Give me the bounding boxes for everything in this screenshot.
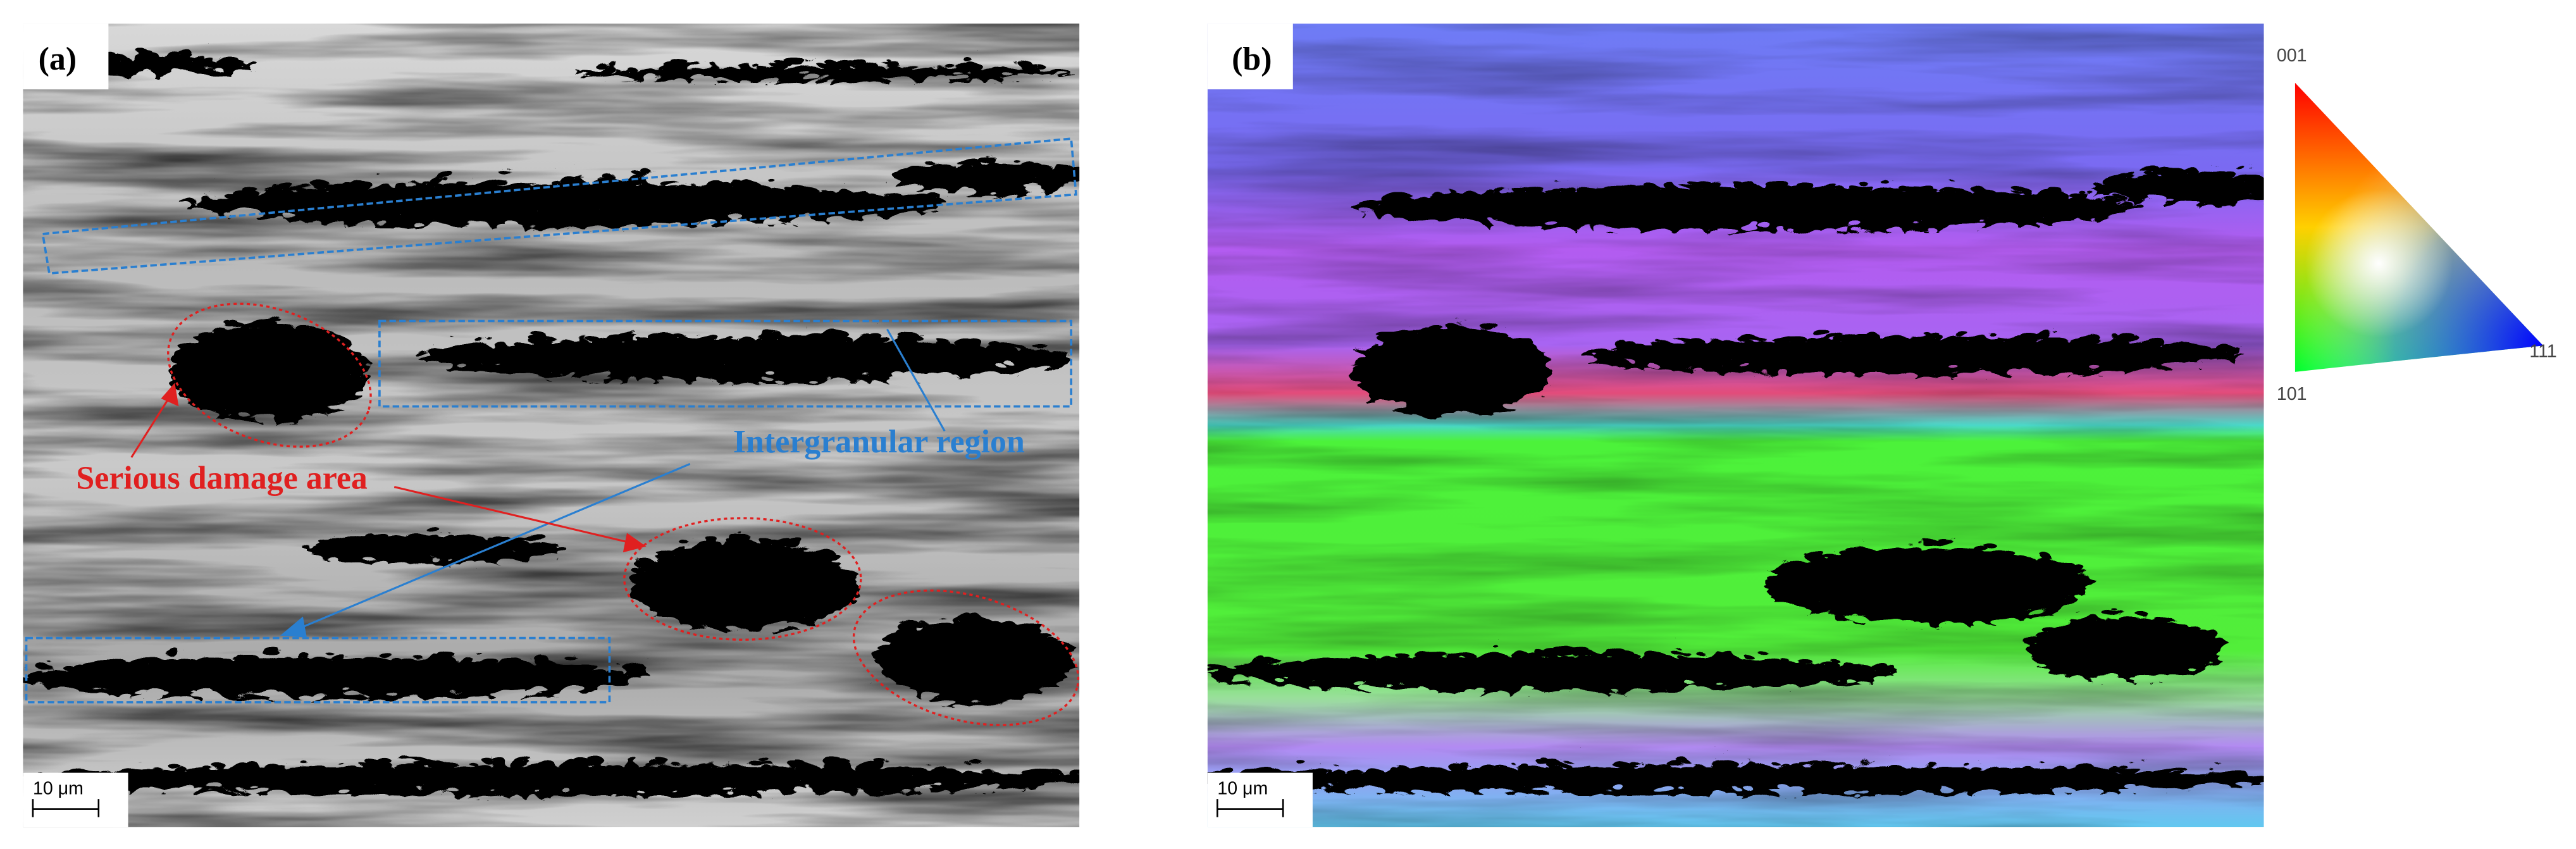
- panel-b-image: [1207, 23, 2264, 827]
- panel-label: (b): [1232, 41, 1272, 77]
- arrow-line: [295, 462, 691, 631]
- scale-bar-label: 10 μm: [1217, 778, 1268, 798]
- dark-band: [1757, 539, 2087, 619]
- dark-band: [574, 58, 1068, 75]
- arrow-line: [886, 328, 946, 432]
- dashed-box: [41, 137, 1077, 275]
- ipf-triangle-white: [2294, 82, 2544, 372]
- micrograph-texture: [23, 23, 1080, 827]
- damage-bands: [23, 49, 1080, 790]
- dark-band: [23, 649, 641, 693]
- dark-band: [2021, 608, 2218, 674]
- ipf-legend: 001 101 111: [2277, 46, 2557, 404]
- dark-band: [870, 612, 1068, 698]
- dark-band: [23, 756, 1080, 790]
- label-box: [1207, 23, 1293, 90]
- blue-arrows: [280, 328, 946, 638]
- dark-band: [887, 155, 1080, 189]
- dark-band: [1207, 646, 1890, 686]
- dark-band: [180, 175, 937, 221]
- arrow-line: [393, 486, 631, 544]
- dark-band: [624, 533, 855, 625]
- dark-band: [1577, 329, 2234, 369]
- scale-bar: [1217, 799, 1284, 817]
- dashed-box: [378, 319, 1073, 408]
- dark-band: [1207, 758, 2264, 788]
- legend-label: 001: [2277, 46, 2307, 66]
- arrow-head: [622, 533, 647, 553]
- dashed-ellipse: [623, 517, 862, 641]
- scale-bar: [32, 799, 100, 817]
- annotation-damage: Serious damage area: [76, 460, 368, 496]
- arrow-head: [161, 383, 179, 407]
- dark-band: [1347, 319, 1545, 412]
- dark-band: [164, 316, 362, 415]
- ebsd-texture: [1207, 23, 2264, 827]
- label-box: [23, 23, 109, 90]
- panel-a-image: [23, 23, 1080, 827]
- dark-band: [1347, 178, 2136, 225]
- intergranular-boxes: [25, 137, 1077, 703]
- annotation-intergranular: Intergranular region: [733, 424, 1025, 460]
- dark-band: [411, 329, 1068, 376]
- dark-band: [2086, 164, 2264, 198]
- unindexed-bands: [1207, 164, 2264, 788]
- scale-bar-box: [23, 772, 128, 827]
- dashed-box: [25, 636, 611, 703]
- dashed-ellipse: [852, 589, 1080, 726]
- arrow-line: [130, 394, 172, 458]
- legend-label: 111: [2529, 342, 2556, 362]
- scale-bar-box: [1207, 772, 1313, 827]
- arrow-head: [280, 616, 307, 638]
- red-arrows: [130, 383, 647, 553]
- panel-label: (a): [39, 41, 77, 77]
- dark-band: [295, 528, 559, 558]
- legend-label: 101: [2277, 384, 2307, 404]
- scale-bar-label: 10 μm: [33, 778, 84, 798]
